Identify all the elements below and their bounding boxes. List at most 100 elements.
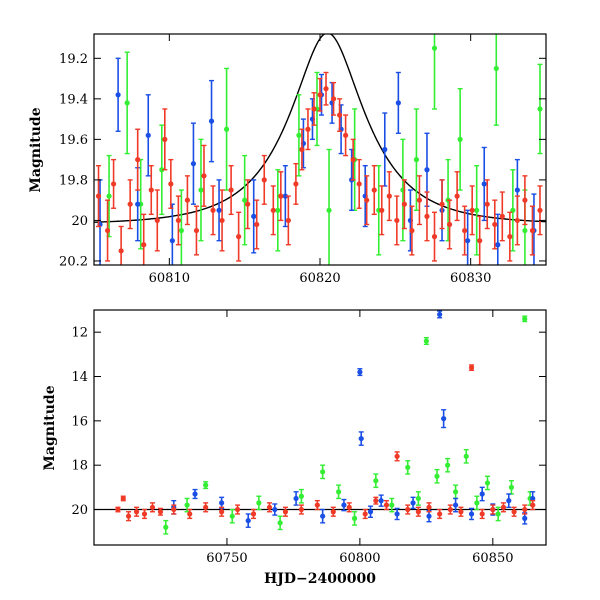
data-point-green [405, 460, 411, 475]
data-point-red [157, 507, 164, 516]
data-point-blue [245, 513, 251, 528]
data-point-green [537, 63, 543, 155]
data-point-red [187, 508, 193, 520]
data-point-red [323, 71, 329, 106]
data-point-red [383, 499, 390, 511]
data-point-green [457, 88, 463, 191]
data-point-red [311, 92, 317, 126]
data-point-green [223, 67, 230, 191]
bottom-axis-ticks: 60750 60800 60850 12 14 16 18 20 [71, 310, 546, 566]
data-point-green [415, 491, 421, 506]
data-point-red [500, 502, 507, 513]
bottom-panel: 60750 60800 60850 12 14 16 18 20 Magnitude HJD−… [42, 309, 547, 587]
top-y-tick-label: 19.6 [59, 133, 88, 148]
data-point-red [424, 191, 430, 242]
data-point-red [468, 364, 475, 372]
data-point-green [389, 497, 395, 513]
bottom-y-tick-label: 14 [71, 370, 88, 385]
data-point-red [154, 189, 160, 252]
data-point-red [141, 508, 148, 520]
bottom-y-tick-label: 12 [71, 326, 88, 341]
data-point-green [484, 475, 491, 491]
data-point-red [135, 128, 141, 191]
top-panel: 60810 60820 60830 19.2 19.4 19.6 19.8 20 20.2 Ma… [28, 33, 547, 286]
data-point-green [178, 189, 184, 265]
data-point-green [229, 508, 235, 524]
data-point-red [282, 506, 289, 517]
data-point-blue [481, 146, 487, 222]
data-point-red [416, 175, 423, 226]
data-point-green [326, 148, 332, 265]
data-point-green [124, 51, 130, 155]
data-point-red [371, 165, 377, 216]
bottom-y-tick-label: 16 [71, 414, 88, 429]
bottom-y-axis-title: Magnitude [42, 385, 58, 470]
top-x-tick-label: 60810 [149, 271, 190, 286]
data-point-red [343, 114, 349, 157]
data-point-red [245, 179, 251, 230]
data-point-blue [145, 94, 151, 177]
top-y-tick-label: 19.4 [59, 92, 88, 107]
data-point-blue [282, 165, 288, 228]
data-point-red [95, 165, 102, 228]
data-point-green [336, 484, 342, 500]
data-point-blue [441, 409, 447, 429]
bottom-y-tick-label: 20 [71, 503, 88, 518]
data-point-red [405, 504, 411, 515]
data-point-blue [341, 498, 347, 512]
data-point-red [127, 179, 133, 230]
bottom-plot-area [94, 310, 546, 535]
data-point-green [320, 464, 326, 480]
data-point-red [285, 195, 291, 246]
data-point-red [193, 205, 200, 256]
data-point-green [198, 138, 204, 242]
data-point-blue [479, 486, 485, 502]
bottom-y-tick-label: 18 [71, 459, 88, 474]
data-point-blue [378, 494, 384, 507]
top-x-tick-label: 60830 [450, 271, 491, 286]
data-point-blue [426, 509, 432, 523]
data-point-green [522, 315, 528, 323]
data-point-red [469, 185, 475, 236]
data-point-red [219, 189, 225, 252]
data-point-blue [169, 203, 175, 265]
data-point-green [453, 484, 459, 500]
top-axis-ticks: 60810 60820 60830 19.2 19.4 19.6 19.8 20 20.2 [59, 34, 546, 286]
data-point-red [234, 504, 241, 515]
data-point-red [437, 508, 443, 520]
data-point-red [484, 179, 490, 230]
top-y-tick-label: 20 [71, 214, 88, 229]
data-point-green [413, 108, 420, 211]
data-point-blue [208, 79, 215, 163]
data-point-blue [453, 497, 459, 513]
top-plot-area [94, 34, 546, 265]
data-point-green [463, 448, 469, 464]
data-point-green [373, 473, 379, 489]
data-point-green [474, 165, 480, 256]
top-y-tick-label: 19.8 [59, 173, 88, 188]
data-point-red [356, 158, 362, 209]
data-point-red [426, 502, 432, 513]
data-point-blue [251, 179, 257, 254]
data-point-red [162, 108, 168, 171]
data-point-red [415, 506, 421, 517]
data-point-red [439, 179, 445, 230]
data-point-green [159, 124, 165, 216]
data-point-blue [320, 508, 326, 524]
data-point-green [296, 94, 302, 177]
data-point-red [447, 504, 453, 515]
data-point-red [115, 506, 121, 513]
data-point-red [175, 195, 181, 246]
data-point-red [330, 81, 337, 116]
data-point-red [394, 451, 400, 462]
data-point-red [522, 175, 528, 226]
data-point-red [499, 191, 505, 242]
data-point-red [386, 171, 392, 222]
data-point-red [141, 213, 147, 265]
data-point-red [364, 175, 370, 226]
data-point-red [379, 185, 385, 236]
data-point-red [149, 502, 156, 513]
data-point-red [201, 144, 207, 207]
data-point-red [299, 128, 305, 171]
data-point-green [423, 337, 429, 346]
